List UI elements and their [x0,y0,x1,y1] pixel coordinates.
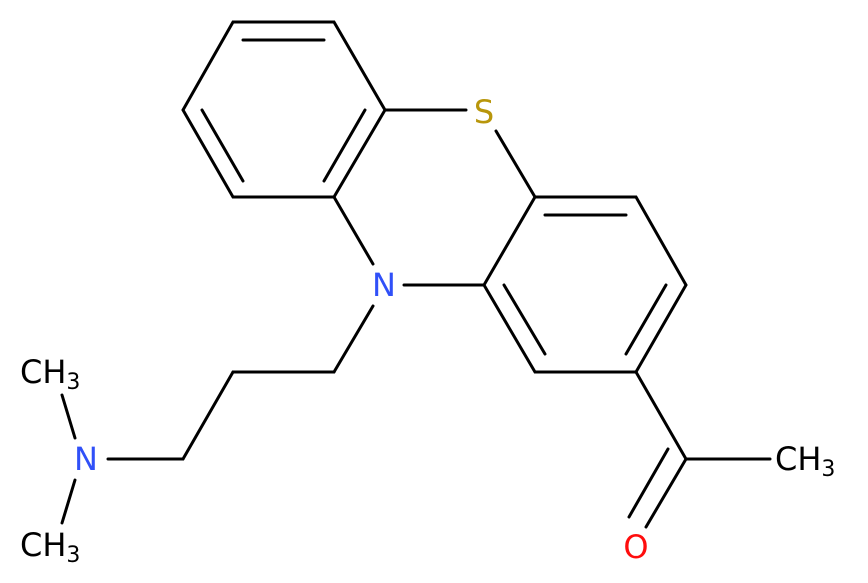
atom-symbol: CH [20,526,66,564]
atom-label: N [372,266,396,304]
atom-symbol: CH [20,353,66,391]
atom-subscript: 3 [66,370,80,395]
atom-subscript: 3 [821,457,835,482]
atom-symbol: CH [775,440,821,478]
atom-subscript: 3 [66,543,80,568]
atom-label: CH3 [20,526,80,568]
atom-label: CH3 [20,353,80,395]
bonds [60,20,772,529]
atom-label: N [74,440,98,478]
atom-label: O [623,528,648,566]
atom-label: CH3 [775,440,835,482]
atom-label: S [474,93,494,131]
